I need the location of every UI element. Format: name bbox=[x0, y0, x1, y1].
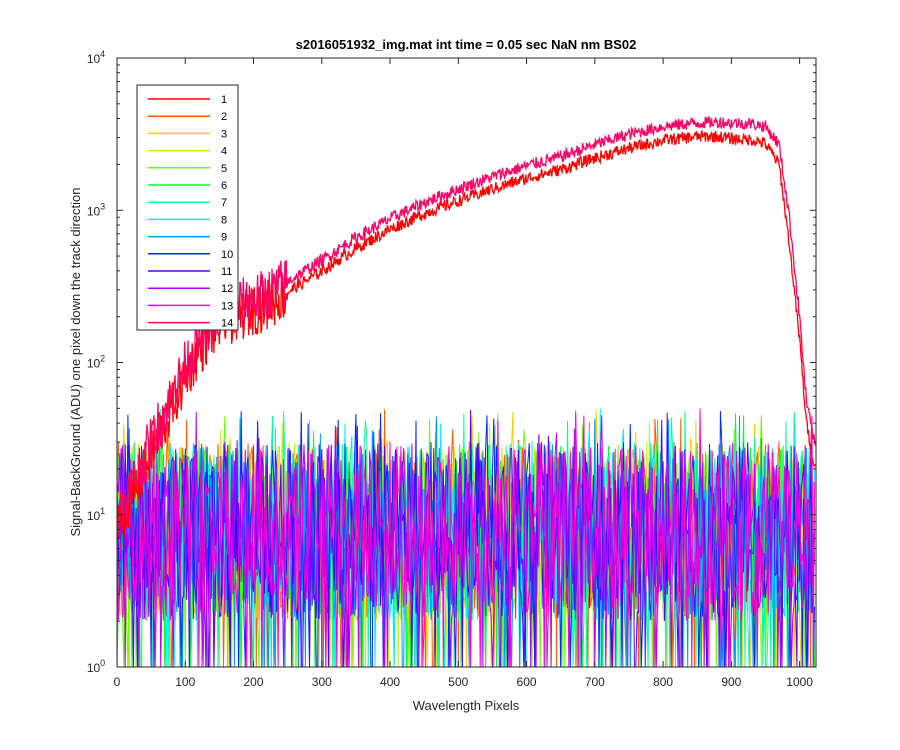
chart-title: s2016051932_img.mat int time = 0.05 sec … bbox=[296, 37, 637, 52]
legend-label-5: 5 bbox=[221, 163, 227, 175]
legend-label-7: 7 bbox=[221, 197, 227, 209]
legend-label-14: 14 bbox=[221, 318, 233, 330]
x-tick-label: 0 bbox=[114, 675, 121, 689]
plot-area bbox=[116, 116, 816, 668]
x-tick-label: 500 bbox=[448, 675, 468, 689]
x-tick-label: 100 bbox=[175, 675, 195, 689]
x-axis-label: Wavelength Pixels bbox=[413, 698, 520, 713]
legend-label-13: 13 bbox=[221, 300, 233, 312]
legend-label-3: 3 bbox=[221, 128, 227, 140]
x-tick-label: 800 bbox=[653, 675, 673, 689]
y-tick-label: 104 bbox=[87, 49, 105, 66]
x-tick-label: 700 bbox=[585, 675, 605, 689]
legend-label-1: 1 bbox=[221, 94, 227, 106]
y-tick-label: 100 bbox=[87, 658, 105, 675]
x-tick-label: 400 bbox=[380, 675, 400, 689]
legend-label-9: 9 bbox=[221, 232, 227, 244]
y-tick-label: 101 bbox=[87, 506, 105, 523]
legend-label-12: 12 bbox=[221, 283, 233, 295]
y-tick-label: 102 bbox=[87, 354, 105, 371]
x-tick-label: 1000 bbox=[786, 675, 813, 689]
x-tick-label: 600 bbox=[517, 675, 537, 689]
legend-label-6: 6 bbox=[221, 180, 227, 192]
legend-label-2: 2 bbox=[221, 111, 227, 123]
legend-label-10: 10 bbox=[221, 249, 233, 261]
series-line-13 bbox=[116, 408, 816, 668]
x-tick-label: 200 bbox=[244, 675, 264, 689]
legend-label-8: 8 bbox=[221, 214, 227, 226]
legend-box bbox=[136, 84, 239, 331]
x-tick-label: 300 bbox=[312, 675, 332, 689]
legend-label-4: 4 bbox=[221, 146, 227, 158]
legend-label-11: 11 bbox=[221, 266, 232, 278]
x-tick-label: 900 bbox=[721, 675, 741, 689]
series-line-12 bbox=[116, 411, 816, 668]
x-axis: 0 100 200 300 400 500 600 700 800 900 1000 bbox=[114, 58, 813, 689]
y-tick-label: 103 bbox=[87, 201, 105, 218]
y-axis-label: Signal-BackGround (ADU) one pixel down t… bbox=[68, 187, 83, 536]
series-line-9 bbox=[116, 415, 816, 668]
